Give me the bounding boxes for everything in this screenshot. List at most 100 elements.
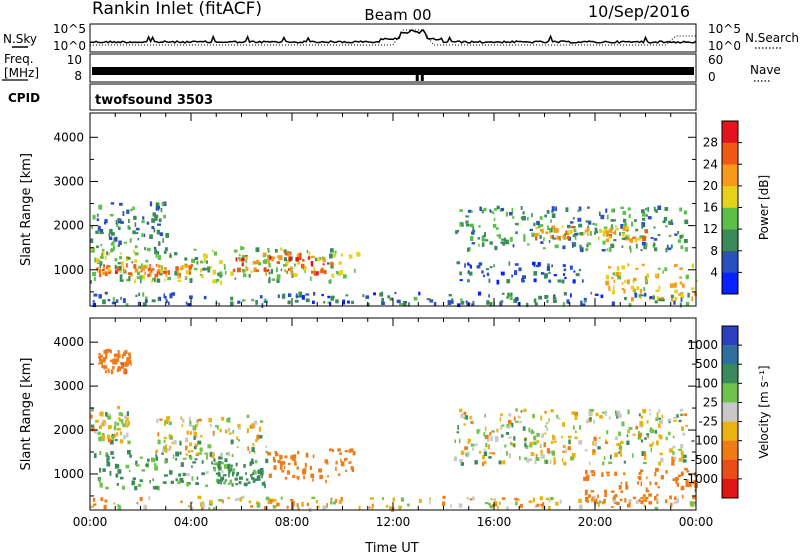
- data-cell: [119, 252, 122, 255]
- data-cell: [197, 440, 202, 445]
- data-cell: [230, 271, 235, 276]
- data-cell: [288, 268, 291, 271]
- data-cell: [604, 228, 608, 231]
- data-cell: [177, 269, 179, 274]
- data-cell: [455, 230, 458, 235]
- data-cell: [123, 241, 127, 244]
- data-cell: [534, 233, 538, 237]
- data-cell: [159, 269, 164, 274]
- data-cell: [668, 220, 672, 225]
- data-cell: [647, 435, 649, 439]
- data-cell: [623, 218, 627, 223]
- data-cell: [613, 279, 616, 283]
- data-cell: [351, 300, 354, 305]
- data-cell: [106, 434, 111, 440]
- data-cell: [643, 245, 647, 250]
- data-cell: [155, 450, 157, 455]
- data-cell: [502, 460, 506, 465]
- data-cell: [623, 289, 626, 294]
- colorbar-segment: [722, 345, 738, 365]
- data-cell: [487, 438, 490, 442]
- data-cell: [472, 447, 474, 451]
- data-cell: [297, 478, 300, 481]
- data-cell: [589, 231, 592, 236]
- data-cell: [658, 267, 661, 270]
- data-cell: [638, 413, 641, 417]
- data-cell: [692, 481, 695, 485]
- data-cell: [522, 426, 526, 431]
- data-cell: [211, 461, 213, 465]
- data-cell: [673, 264, 678, 268]
- data-cell: [681, 413, 685, 416]
- data-cell: [326, 262, 330, 265]
- data-cell: [392, 497, 396, 502]
- data-cell: [562, 422, 565, 427]
- data-cell: [645, 207, 647, 211]
- data-cell: [533, 435, 537, 441]
- data-cell: [497, 505, 499, 510]
- data-cell: [208, 417, 212, 423]
- data-cell: [302, 259, 305, 262]
- data-cell: [658, 285, 661, 291]
- data-cell: [637, 237, 641, 241]
- data-cell: [691, 263, 694, 269]
- data-cell: [498, 234, 501, 239]
- data-cell: [559, 499, 562, 504]
- data-cell: [532, 413, 535, 419]
- data-cell: [250, 270, 253, 274]
- data-cell: [109, 236, 113, 241]
- data-cell: [358, 505, 361, 510]
- data-cell: [117, 405, 120, 410]
- data-cell: [141, 265, 146, 269]
- data-cell: [283, 461, 286, 465]
- data-cell: [255, 247, 260, 253]
- data-cell: [500, 434, 504, 438]
- data-cell: [459, 438, 461, 444]
- data-cell: [460, 298, 463, 301]
- data-cell: [228, 427, 231, 432]
- data-cell: [334, 250, 337, 254]
- data-cell: [545, 231, 549, 234]
- data-cell: [168, 301, 170, 305]
- data-cell: [562, 450, 566, 453]
- data-cell: [649, 296, 653, 299]
- data-cell: [602, 230, 606, 235]
- data-cell: [681, 494, 684, 499]
- data-cell: [121, 354, 124, 359]
- data-cell: [602, 234, 606, 237]
- data-cell: [231, 483, 234, 487]
- data-cell: [159, 232, 164, 237]
- data-cell: [680, 297, 683, 302]
- data-cell: [120, 220, 124, 224]
- data-cell: [205, 484, 208, 488]
- data-cell: [100, 354, 104, 358]
- data-cell: [693, 292, 697, 296]
- colorbar-segment: [722, 185, 738, 208]
- data-cell: [320, 268, 324, 274]
- data-cell: [163, 214, 166, 219]
- data-cell: [209, 452, 212, 457]
- data-cell: [133, 250, 135, 254]
- data-cell: [679, 302, 682, 308]
- data-cell: [177, 272, 180, 276]
- data-cell: [124, 349, 128, 354]
- data-cell: [548, 498, 551, 502]
- data-cell: [629, 238, 634, 243]
- data-cell: [544, 295, 548, 299]
- data-cell: [139, 496, 143, 502]
- data-cell: [206, 260, 208, 264]
- data-cell: [235, 462, 238, 467]
- data-cell: [116, 358, 119, 362]
- data-cell: [212, 269, 217, 275]
- y-tick-label: 1000: [53, 467, 84, 481]
- data-cell: [613, 495, 616, 499]
- data-cell: [92, 503, 97, 506]
- data-cell: [623, 460, 626, 464]
- data-cell: [554, 228, 558, 233]
- data-cell: [539, 216, 543, 220]
- data-cell: [659, 419, 663, 424]
- data-cell: [618, 272, 622, 275]
- data-cell: [152, 212, 156, 217]
- data-cell: [276, 274, 281, 280]
